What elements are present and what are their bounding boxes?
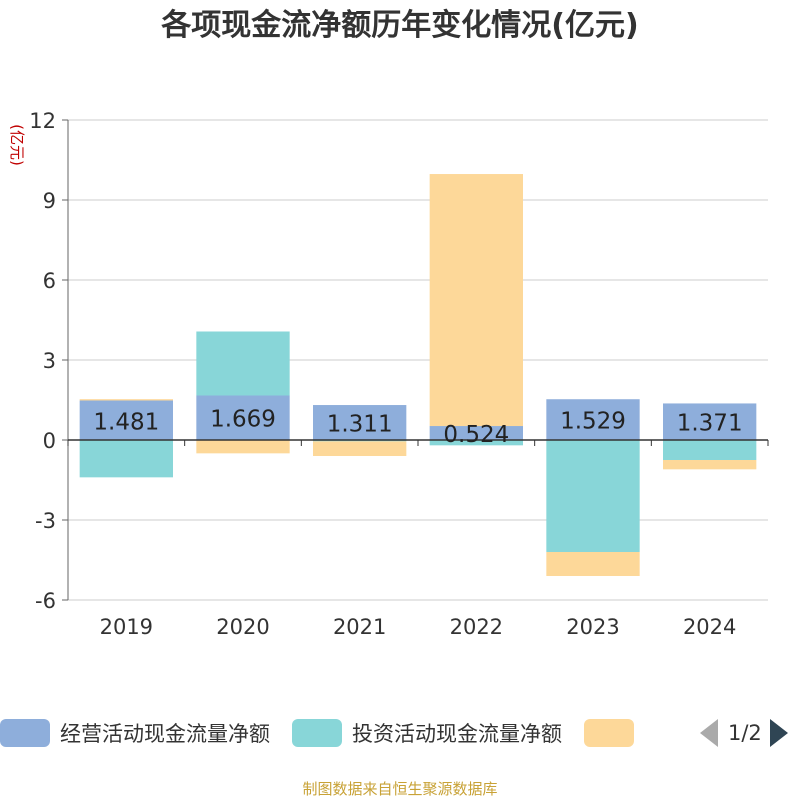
bar-segment-s0-2019[interactable]	[79, 400, 173, 440]
legend-item-1[interactable]: 投资活动现金流量净额	[292, 718, 562, 748]
legend-swatch	[0, 719, 50, 747]
data-label: 1.371	[677, 411, 743, 437]
y-tick-label: 0	[43, 429, 56, 453]
pager-prev-icon[interactable]	[700, 719, 718, 747]
bar-segment-s1-2023[interactable]	[546, 440, 640, 552]
bar-segment-s2-2019[interactable]	[79, 399, 173, 401]
bar-segment-s2-2020[interactable]	[196, 440, 290, 454]
x-tick-label: 2019	[100, 615, 153, 639]
data-label: 1.529	[560, 409, 626, 435]
y-tick-label: 9	[43, 189, 56, 213]
y-axis-label: (亿元)	[8, 124, 26, 166]
bar-segment-s2-2022[interactable]	[429, 174, 523, 427]
stacked-bar-chart: -6 -3 0 3 6 9 12 2019 2020 2021 2022 2023 2024 1.481 1…	[8, 109, 769, 639]
bar-segment-s0-2020[interactable]	[196, 395, 290, 440]
legend: 经营活动现金流量净额 投资活动现金流量净额 1/2	[0, 716, 800, 750]
x-tick-label: 2020	[216, 615, 269, 639]
y-tick-label: -3	[35, 509, 56, 533]
bar-segment-s2-2021[interactable]	[313, 441, 407, 456]
bar-segment-s1-2020[interactable]	[196, 331, 290, 396]
legend-item-2[interactable]	[584, 719, 644, 747]
source-note: 制图数据来自恒生聚源数据库	[302, 780, 498, 798]
pager-text: 1/2	[728, 721, 762, 745]
y-tick-label: -6	[35, 589, 56, 613]
bar-segment-s1-2022[interactable]	[429, 440, 523, 446]
x-tick-label: 2022	[450, 615, 503, 639]
legend-label: 投资活动现金流量净额	[352, 722, 562, 746]
y-tick-label: 3	[43, 349, 56, 373]
bar-segment-s1-2024[interactable]	[663, 440, 757, 460]
bar-segment-s0-2023[interactable]	[546, 399, 640, 440]
x-tick-label: 2021	[333, 615, 386, 639]
bar-segment-s0-2022[interactable]	[429, 426, 523, 440]
bar-segment-s2-2024[interactable]	[663, 460, 757, 470]
x-tick-label: 2024	[683, 615, 736, 639]
legend-swatch	[584, 719, 634, 747]
legend-pager: 1/2	[700, 716, 788, 750]
y-tick-label: 6	[43, 269, 56, 293]
y-tick-label: 12	[29, 109, 56, 133]
x-tick-label: 2023	[566, 615, 619, 639]
data-label: 1.481	[93, 409, 159, 435]
bar-segment-s2-2023[interactable]	[546, 552, 640, 576]
data-label: 1.669	[210, 407, 276, 433]
legend-item-0[interactable]: 经营活动现金流量净额	[0, 718, 270, 748]
bar-segment-s0-2021[interactable]	[313, 405, 407, 440]
bar-segment-s0-2024[interactable]	[663, 403, 757, 440]
bar-segment-s1-2019[interactable]	[79, 440, 173, 478]
data-label: 0.524	[443, 422, 509, 448]
pager-next-icon[interactable]	[769, 719, 788, 747]
legend-swatch	[292, 719, 342, 747]
data-label: 1.311	[327, 412, 393, 438]
legend-label: 经营活动现金流量净额	[60, 722, 270, 746]
chart-title: 各项现金流净额历年变化情况(亿元)	[161, 8, 639, 43]
